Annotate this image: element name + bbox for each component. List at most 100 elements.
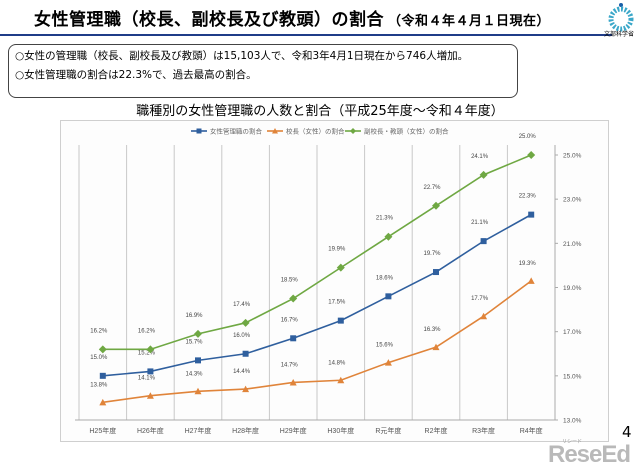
- data-point-square: [99, 372, 106, 379]
- x-tick-label: H27年度: [185, 426, 212, 435]
- data-label: 17.4%: [233, 302, 251, 308]
- watermark-kana: リシード: [562, 439, 583, 445]
- x-tick-label: H28年度: [232, 426, 259, 435]
- x-tick-label: R4年度: [520, 426, 543, 435]
- data-label: 16.2%: [90, 328, 108, 334]
- x-tick-label: R3年度: [472, 426, 495, 435]
- data-point-square: [385, 293, 392, 300]
- data-label: 18.6%: [376, 275, 394, 281]
- title-divider: [0, 34, 612, 36]
- data-point-diamond: [479, 170, 488, 179]
- data-label: 14.7%: [281, 362, 299, 368]
- data-point-diamond: [98, 345, 107, 354]
- y-tick-label: 21.0%: [563, 241, 582, 248]
- y-tick-label: 23.0%: [563, 197, 582, 204]
- data-label: 24.1%: [471, 154, 489, 160]
- data-label: 16.2%: [138, 328, 156, 334]
- data-label: 19.9%: [328, 247, 346, 253]
- summary-line: ○女性管理職の割合は22.3%で、過去最高の割合。: [15, 69, 257, 81]
- data-point-diamond: [384, 232, 393, 241]
- series-line: [102, 154, 532, 351]
- data-label: 17.7%: [471, 296, 489, 302]
- data-point-diamond: [289, 294, 298, 303]
- y-tick-label: 13.0%: [563, 418, 582, 425]
- data-label: 17.5%: [328, 300, 346, 306]
- mext-emblem-icon: [608, 3, 634, 32]
- data-point-square: [195, 357, 201, 364]
- data-label: 14.1%: [138, 376, 156, 382]
- data-label: 19.3%: [519, 261, 537, 267]
- data-label: 16.3%: [423, 327, 441, 333]
- summary-line: ○女性の管理職（校長、副校長及び教頭）は15,103人で、令和3年4月1日現在か…: [15, 50, 469, 62]
- x-tick-label: R2年度: [425, 426, 448, 435]
- chart-area: [60, 120, 609, 442]
- data-point-diamond: [241, 318, 250, 327]
- summary-box: ○女性の管理職（校長、副校長及び教頭）は15,103人で、令和3年4月1日現在か…: [8, 44, 518, 98]
- y-tick-label: 17.0%: [563, 329, 582, 336]
- chart-title: 職種別の女性管理職の人数と割合（平成25年度～令和４年度）: [136, 104, 504, 119]
- legend-marker: [350, 128, 356, 134]
- data-label: 16.0%: [233, 333, 251, 339]
- data-label: 22.7%: [423, 185, 441, 191]
- legend-label: 校長（女性）の割合: [286, 127, 345, 136]
- data-label: 16.9%: [185, 313, 203, 319]
- data-point-diamond: [336, 263, 345, 272]
- data-point-triangle: [432, 343, 440, 351]
- data-label: 25.0%: [519, 134, 537, 140]
- data-point-triangle: [194, 387, 202, 395]
- title-main: 女性管理職（校長、副校長及び教頭）の割合: [34, 10, 384, 30]
- page-number: 4: [622, 423, 632, 441]
- data-point-triangle: [146, 392, 154, 399]
- series-line: [102, 213, 532, 377]
- data-point-diamond: [194, 329, 202, 338]
- data-label: 15.2%: [138, 350, 156, 356]
- data-point-diamond: [146, 345, 155, 354]
- y-tick-label: 25.0%: [563, 153, 582, 160]
- data-point-triangle: [337, 376, 345, 384]
- x-tick-label: H30年度: [327, 426, 354, 435]
- data-label: 19.7%: [423, 251, 441, 257]
- x-tick-label: H25年度: [89, 426, 116, 435]
- data-label: 14.4%: [233, 369, 251, 375]
- data-label: 14.3%: [185, 371, 203, 377]
- data-label: 15.7%: [185, 339, 203, 345]
- x-tick-label: R元年度: [375, 426, 401, 435]
- data-label: 18.5%: [281, 278, 299, 284]
- legend-marker: [196, 128, 202, 134]
- y-tick-label: 19.0%: [563, 285, 582, 292]
- data-point-triangle: [289, 378, 297, 386]
- legend-label: 女性管理職の割合: [210, 127, 263, 136]
- data-label: 21.3%: [376, 216, 394, 222]
- x-tick-label: H29年度: [280, 426, 307, 435]
- page-title: 女性管理職（校長、副校長及び教頭）の割合 （令和４年４月１日現在）: [34, 5, 550, 30]
- data-point-square: [337, 317, 344, 324]
- data-point-square: [433, 269, 439, 276]
- data-point-square: [147, 368, 154, 375]
- data-point-triangle: [99, 398, 107, 406]
- legend-marker: [272, 128, 278, 134]
- series-line: [102, 280, 532, 404]
- title-date: （令和４年４月１日現在）: [388, 14, 551, 29]
- data-label: 22.3%: [519, 194, 537, 200]
- logo-text: 文部科学省: [604, 31, 635, 38]
- y-tick-label: 15.0%: [563, 373, 582, 380]
- data-label: 16.7%: [281, 317, 299, 323]
- data-point-triangle: [480, 312, 488, 320]
- data-point-triangle: [527, 277, 535, 284]
- data-point-diamond: [527, 151, 536, 159]
- data-label: 14.8%: [328, 360, 346, 366]
- data-point-square: [480, 238, 487, 245]
- data-point-triangle: [242, 385, 250, 393]
- data-label: 21.1%: [471, 220, 489, 226]
- x-tick-label: H26年度: [137, 426, 164, 435]
- data-point-square: [242, 350, 249, 357]
- data-point-square: [528, 211, 535, 218]
- data-label: 15.6%: [376, 343, 394, 349]
- watermark-logo: ReseEd: [548, 441, 631, 468]
- data-label: 13.8%: [90, 382, 108, 388]
- data-point-diamond: [432, 201, 440, 210]
- data-label: 15.0%: [90, 355, 108, 361]
- legend-label: 副校長・教頭（女性）の割合: [364, 127, 449, 136]
- data-point-square: [290, 335, 297, 342]
